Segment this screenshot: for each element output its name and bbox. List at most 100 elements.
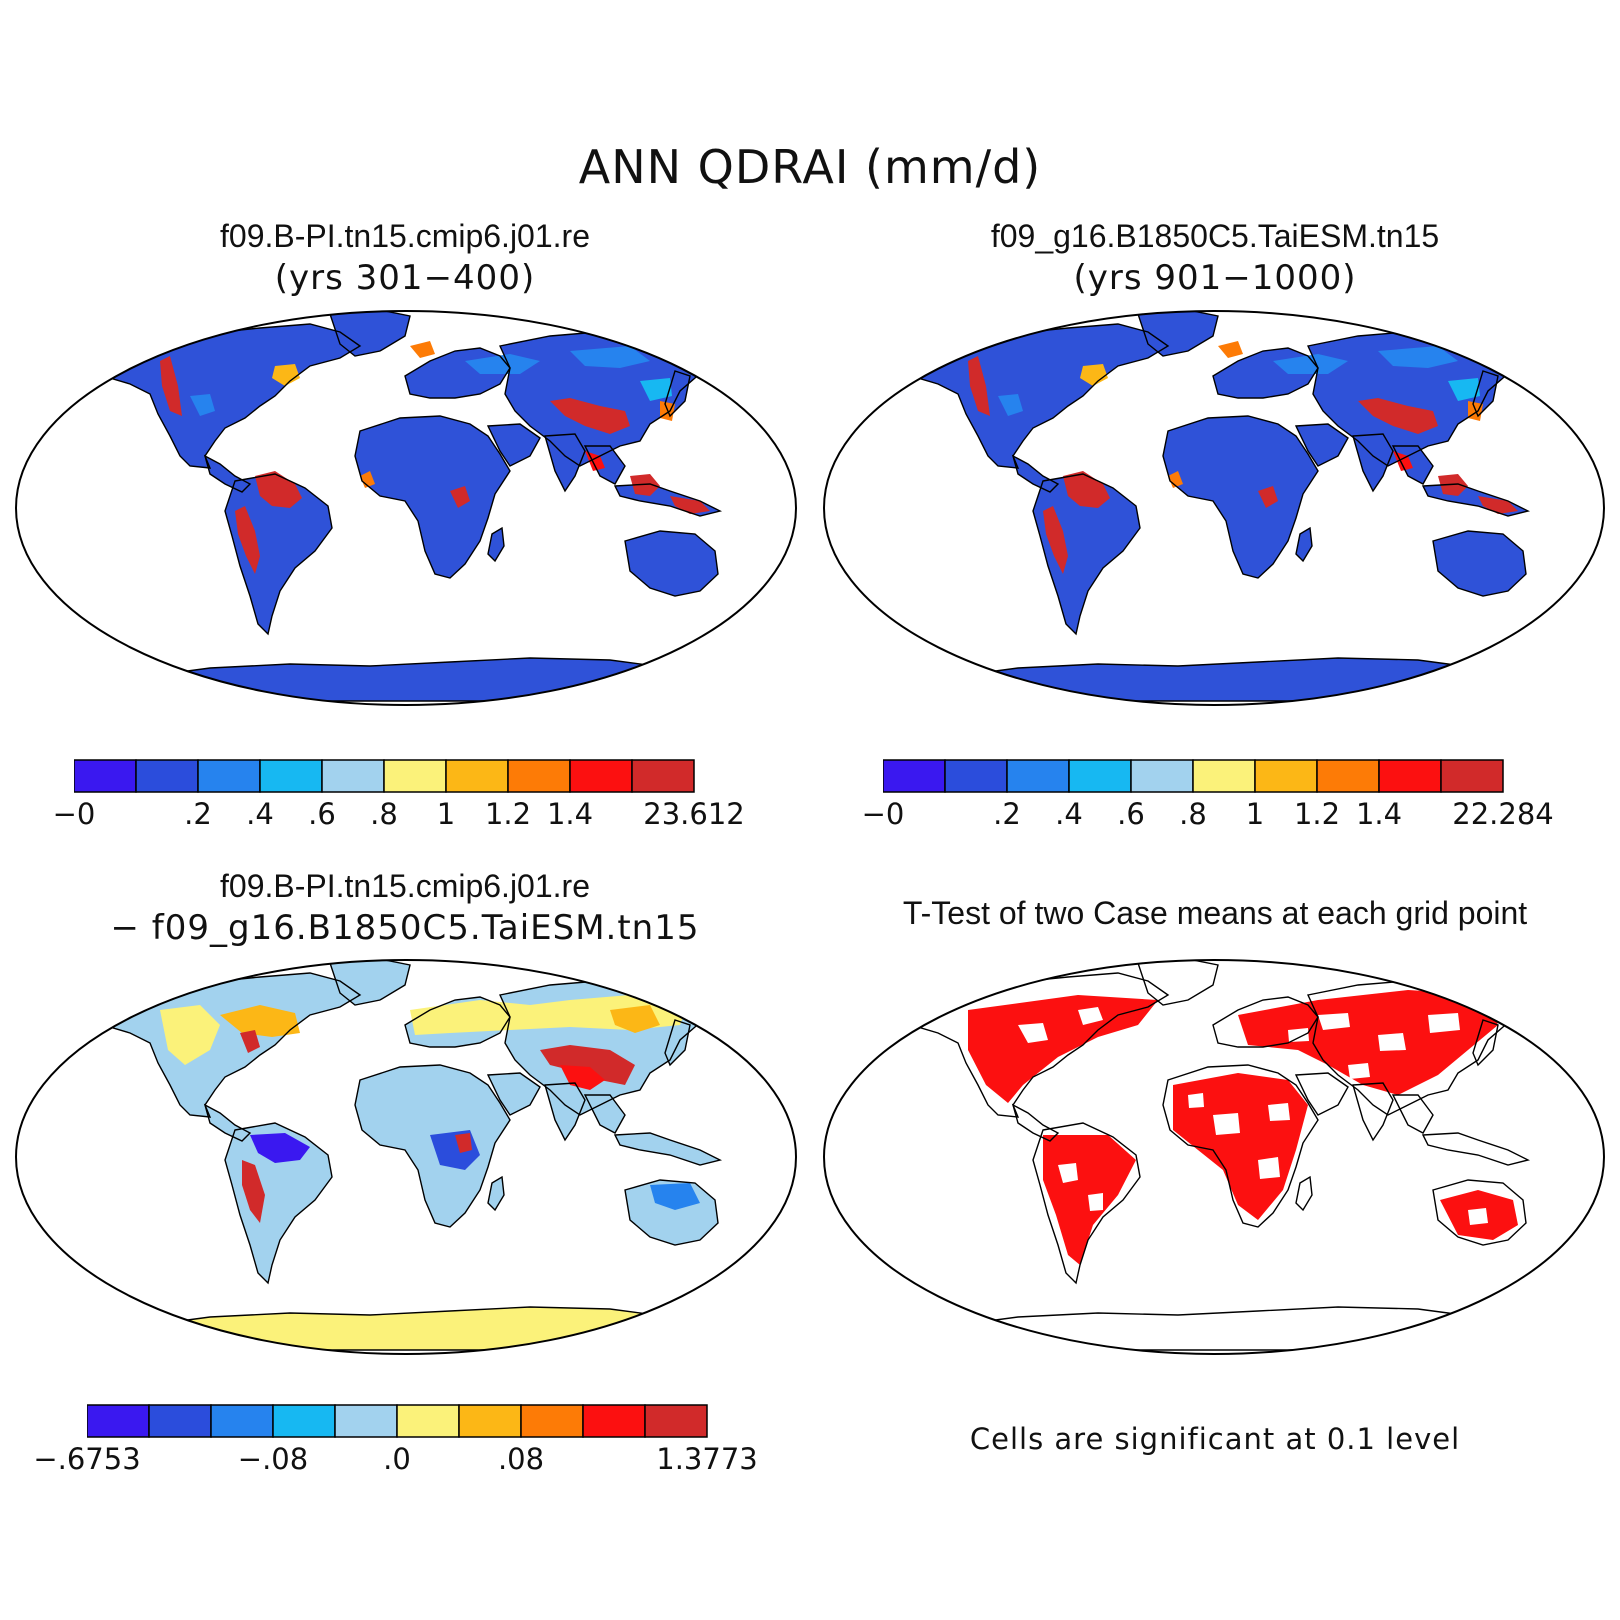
- field-patch: [455, 1133, 472, 1153]
- coastline-southAmerica: [224, 1122, 333, 1285]
- field-patch: [250, 1133, 310, 1163]
- field-patch: [360, 471, 375, 488]
- nonsignificant-patch: [1258, 1157, 1280, 1179]
- colorbar-swatch: [383, 759, 447, 793]
- land-arabia: [1296, 1073, 1348, 1115]
- colorbar-label: 1.4: [1355, 797, 1403, 831]
- colorbar-label: .6: [1117, 797, 1145, 831]
- colorbar-swatch: [1316, 759, 1380, 793]
- field-patch: [550, 398, 630, 434]
- coastline-india: [544, 1082, 586, 1142]
- coastline-indonesia: [1421, 483, 1531, 517]
- field-patch: [1218, 341, 1243, 358]
- land-southAmerica: [1033, 474, 1140, 634]
- coastline-india: [1352, 1082, 1394, 1142]
- colorbar-swatch: [520, 1404, 584, 1438]
- coastline-southAmerica: [224, 473, 333, 636]
- colorbar-swatch: [197, 759, 261, 793]
- coastline-madagascar: [1295, 526, 1313, 563]
- coastline-arabia: [486, 423, 541, 467]
- colorbar-swatch: [1068, 759, 1132, 793]
- colorbar-label: .0: [383, 1442, 411, 1476]
- field-patch: [968, 995, 1158, 1103]
- nonsignificant-patch: [1468, 1208, 1488, 1225]
- field-patch: [630, 474, 660, 496]
- coastline-australia: [624, 530, 719, 597]
- land-antarctica: [878, 658, 1578, 701]
- colorbar-swatch: [458, 1404, 522, 1438]
- colorbar-label: .2: [184, 797, 212, 831]
- nonsignificant-patch: [1088, 1193, 1103, 1211]
- coastline-centralAmerica: [203, 1103, 252, 1142]
- coastline-seAsia: [583, 1094, 626, 1134]
- nonsignificant-patch: [1348, 1063, 1370, 1079]
- field-patch: [272, 364, 300, 386]
- coastline-arabia: [1294, 1072, 1349, 1116]
- land-antarctica: [70, 658, 770, 701]
- coastline-australia: [624, 1179, 719, 1246]
- coastline-africa: [1162, 1064, 1319, 1228]
- colorbar-swatch: [321, 759, 385, 793]
- nonsignificant-patch: [1078, 1007, 1103, 1025]
- land-japan: [665, 1020, 690, 1065]
- land-india: [1353, 1083, 1393, 1140]
- coastline-madagascar: [487, 526, 505, 563]
- land-indonesia: [615, 1133, 720, 1165]
- colorbar-swatch: [507, 759, 571, 793]
- colorbar-swatch: [883, 759, 946, 793]
- coastline-australia: [1432, 1179, 1527, 1246]
- ttest-map: [823, 959, 1605, 1355]
- field-patch: [1063, 471, 1110, 508]
- diff-land: [69, 960, 773, 1351]
- field-patch: [1273, 354, 1348, 374]
- land-india: [545, 434, 585, 491]
- land-japan: [1473, 1020, 1498, 1065]
- coastline-india: [544, 433, 586, 493]
- field-patch: [242, 1160, 265, 1223]
- case2-land: [877, 311, 1581, 702]
- coastline-europe: [404, 347, 511, 399]
- significance-note: Cells are significant at 0.1 level: [969, 1422, 1461, 1456]
- colorbar-label: .8: [370, 797, 398, 831]
- coastline-seAsia: [1391, 1094, 1434, 1134]
- nonsignificant-patch: [1268, 1103, 1290, 1121]
- coastline-southAmerica: [1032, 1122, 1141, 1285]
- coastline-southAmerica: [1032, 473, 1141, 636]
- coastline-africa: [354, 415, 511, 579]
- colorbar-swatch: [569, 759, 633, 793]
- case1-subtitle: (yrs 301−400): [274, 258, 536, 298]
- field-patch: [1043, 506, 1068, 574]
- coastline-indonesia: [1421, 1132, 1531, 1166]
- case2-map: [823, 310, 1605, 706]
- colorbar-label: 22.284: [1452, 797, 1554, 831]
- land-india: [545, 1083, 585, 1140]
- case2-title: f09_g16.B1850C5.TaiESM.tn15: [990, 218, 1440, 254]
- colorbar-swatch: [210, 1404, 274, 1438]
- coastline-australia: [1432, 530, 1527, 597]
- field-patch: [1080, 364, 1108, 386]
- land-australia: [1433, 531, 1526, 596]
- colorbar-swatch: [644, 1404, 708, 1438]
- field-patch: [968, 356, 990, 416]
- coastline-greenland: [1137, 960, 1219, 1006]
- colorbar-label: −.6753: [33, 1442, 141, 1476]
- colorbar-swatch: [148, 1404, 212, 1438]
- nonsignificant-patch: [1318, 1013, 1350, 1030]
- diff-title: f09.B-PI.tn15.cmip6.j01.re: [220, 868, 590, 904]
- field-patch: [1378, 346, 1458, 368]
- nonsignificant-patch: [1058, 1163, 1078, 1183]
- field-patch: [1448, 378, 1480, 401]
- land-antarctica: [70, 1307, 770, 1350]
- colorbar-swatch: [944, 759, 1008, 793]
- colorbar-swatch: [135, 759, 199, 793]
- field-patch: [450, 486, 470, 508]
- coastline-europe: [1212, 347, 1319, 399]
- coastline-arabia: [1294, 423, 1349, 467]
- field-patch: [610, 1005, 660, 1033]
- colorbar-label: −0: [861, 797, 905, 831]
- coastline-centralAmerica: [1011, 1103, 1060, 1142]
- field-patch: [1258, 486, 1278, 508]
- colorbar-label: .6: [308, 797, 336, 831]
- coastline-japan: [664, 370, 691, 418]
- diff-colorbar: [87, 1404, 708, 1438]
